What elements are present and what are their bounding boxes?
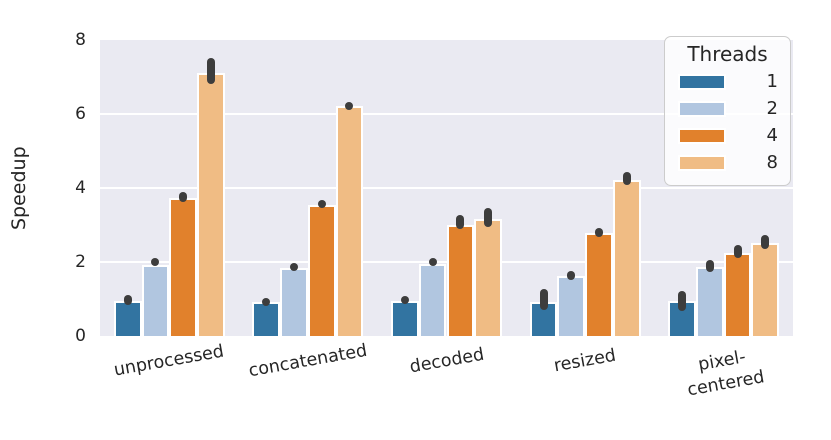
bar-resized-threads-8 xyxy=(612,179,641,336)
bar-unprocessed-threads-4 xyxy=(169,198,198,336)
x-tick-label: unprocessed xyxy=(112,341,226,381)
error-bar xyxy=(622,172,631,186)
y-tick-label: 4 xyxy=(75,178,86,198)
legend-swatch xyxy=(678,154,726,171)
error-bar xyxy=(705,260,714,273)
legend-item-label: 4 xyxy=(766,125,778,146)
legend-item: 1 xyxy=(665,68,790,95)
error-bar xyxy=(733,245,742,259)
legend-item-label: 2 xyxy=(766,98,778,119)
x-tick-label: concatenated xyxy=(247,340,369,382)
error-bar xyxy=(678,290,687,311)
legend-item: 8 xyxy=(665,149,790,176)
bar-concatenated-threads-2 xyxy=(280,268,308,336)
error-bar xyxy=(123,295,132,305)
bar-decoded-threads-4 xyxy=(446,225,475,336)
error-bar xyxy=(290,262,299,271)
legend-items: 1 2 4 8 xyxy=(665,68,790,176)
error-bar xyxy=(456,215,465,229)
y-tick-label: 8 xyxy=(75,30,86,50)
legend-item-label: 8 xyxy=(766,152,778,173)
y-tick-label: 0 xyxy=(75,326,86,346)
bar-decoded-threads-8 xyxy=(474,219,502,336)
error-bar xyxy=(262,297,271,306)
bar-resized-threads-2 xyxy=(557,276,586,336)
error-bar xyxy=(567,270,576,280)
error-bar xyxy=(206,57,215,84)
bar-concatenated-threads-8 xyxy=(335,105,364,336)
legend: Threads 1 2 4 8 xyxy=(664,36,791,186)
bar-concatenated-threads-1 xyxy=(252,301,281,336)
bar-concatenated-threads-4 xyxy=(307,205,336,336)
error-bar xyxy=(428,258,437,267)
gridline xyxy=(100,113,793,115)
legend-title: Threads xyxy=(687,42,768,66)
bar-decoded-threads-2 xyxy=(418,263,447,336)
x-tick-label: decoded xyxy=(407,344,486,378)
x-tick-label: pixel- centered xyxy=(685,347,766,401)
x-tick-label: resized xyxy=(552,345,618,377)
bar-pixel-centered-threads-2 xyxy=(695,266,724,336)
legend-swatch xyxy=(678,100,726,117)
y-tick-label: 6 xyxy=(75,104,86,124)
legend-swatch xyxy=(678,127,726,144)
error-bar xyxy=(761,234,770,250)
x-axis-ticks: unprocessed concatenated decoded resized pix… xyxy=(100,336,793,436)
y-tick-label: 2 xyxy=(75,252,86,272)
error-bar xyxy=(539,289,548,311)
error-bar xyxy=(400,296,409,305)
error-bar xyxy=(317,200,326,209)
legend-item: 4 xyxy=(665,122,790,149)
error-bar xyxy=(594,228,603,238)
error-bar xyxy=(484,208,493,227)
bar-pixel-centered-threads-4 xyxy=(723,252,752,336)
bar-pixel-centered-threads-8 xyxy=(751,242,780,336)
bar-decoded-threads-1 xyxy=(391,300,419,336)
bar-resized-threads-4 xyxy=(585,233,613,336)
error-bar xyxy=(151,258,160,267)
legend-item-label: 1 xyxy=(766,71,778,92)
bar-unprocessed-threads-1 xyxy=(113,300,142,336)
bar-unprocessed-threads-2 xyxy=(141,264,170,336)
legend-item: 2 xyxy=(665,95,790,122)
error-bar xyxy=(345,101,354,110)
gridline xyxy=(100,187,793,189)
bar-unprocessed-threads-8 xyxy=(197,73,225,336)
legend-swatch xyxy=(678,73,726,90)
y-axis-ticks: 0 2 4 6 8 xyxy=(0,30,86,346)
error-bar xyxy=(179,191,188,203)
